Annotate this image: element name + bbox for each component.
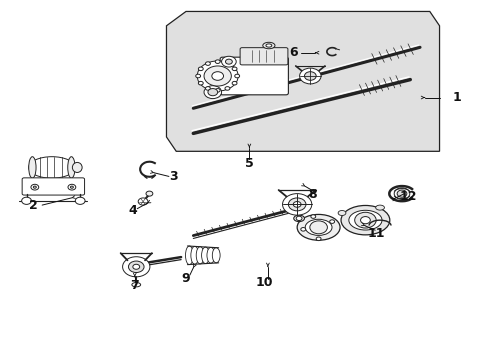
- Circle shape: [360, 217, 369, 224]
- Ellipse shape: [201, 247, 209, 264]
- Circle shape: [234, 74, 239, 78]
- Ellipse shape: [337, 211, 345, 216]
- Ellipse shape: [348, 210, 381, 230]
- Circle shape: [31, 184, 39, 190]
- Circle shape: [33, 186, 36, 188]
- Ellipse shape: [305, 219, 331, 235]
- Text: 7: 7: [130, 279, 139, 292]
- Circle shape: [329, 220, 334, 224]
- Text: 12: 12: [398, 190, 416, 203]
- Circle shape: [232, 67, 237, 71]
- Circle shape: [203, 86, 221, 99]
- Ellipse shape: [293, 215, 304, 222]
- Circle shape: [225, 59, 232, 64]
- Circle shape: [224, 87, 229, 90]
- Circle shape: [300, 228, 305, 231]
- Circle shape: [393, 188, 409, 199]
- Text: 9: 9: [182, 272, 190, 285]
- Circle shape: [198, 67, 203, 71]
- Text: 3: 3: [169, 170, 178, 183]
- Circle shape: [207, 89, 217, 96]
- Circle shape: [296, 216, 302, 221]
- Text: 4: 4: [128, 204, 137, 217]
- Circle shape: [122, 257, 150, 277]
- Ellipse shape: [212, 248, 220, 263]
- Circle shape: [224, 62, 229, 66]
- Circle shape: [354, 212, 375, 228]
- Text: 10: 10: [255, 276, 272, 289]
- Ellipse shape: [297, 215, 339, 240]
- Text: 1: 1: [451, 91, 460, 104]
- Circle shape: [75, 197, 85, 204]
- Circle shape: [68, 184, 76, 190]
- Ellipse shape: [68, 157, 75, 178]
- Polygon shape: [166, 12, 439, 151]
- Circle shape: [146, 191, 153, 196]
- Ellipse shape: [132, 283, 141, 287]
- Circle shape: [299, 68, 321, 84]
- Ellipse shape: [375, 205, 384, 210]
- Ellipse shape: [262, 42, 274, 49]
- FancyBboxPatch shape: [22, 178, 84, 195]
- Circle shape: [232, 81, 237, 85]
- Circle shape: [205, 62, 210, 66]
- Circle shape: [288, 198, 305, 211]
- Circle shape: [211, 72, 223, 80]
- Circle shape: [128, 261, 144, 273]
- Ellipse shape: [72, 162, 82, 172]
- Ellipse shape: [340, 206, 389, 235]
- Ellipse shape: [29, 157, 75, 178]
- Ellipse shape: [29, 157, 36, 178]
- Text: 11: 11: [366, 227, 384, 240]
- Ellipse shape: [206, 247, 214, 263]
- Circle shape: [221, 56, 236, 67]
- Circle shape: [215, 89, 220, 92]
- Circle shape: [198, 81, 203, 85]
- Circle shape: [21, 197, 31, 204]
- Circle shape: [293, 202, 301, 207]
- Ellipse shape: [185, 246, 193, 265]
- Ellipse shape: [190, 246, 198, 264]
- Circle shape: [309, 221, 327, 234]
- Circle shape: [304, 72, 316, 80]
- Circle shape: [195, 74, 200, 78]
- Ellipse shape: [196, 247, 203, 264]
- Circle shape: [215, 60, 220, 63]
- Ellipse shape: [265, 44, 271, 47]
- Text: 2: 2: [29, 199, 38, 212]
- Text: 6: 6: [288, 46, 297, 59]
- Circle shape: [396, 190, 406, 197]
- Circle shape: [282, 194, 311, 215]
- Circle shape: [310, 215, 315, 219]
- FancyBboxPatch shape: [240, 48, 287, 65]
- Text: 5: 5: [244, 157, 253, 170]
- Circle shape: [203, 66, 231, 86]
- Circle shape: [316, 237, 321, 240]
- Circle shape: [70, 186, 73, 188]
- Text: 8: 8: [308, 188, 316, 201]
- Circle shape: [138, 198, 148, 205]
- Circle shape: [133, 264, 140, 269]
- Circle shape: [197, 61, 238, 91]
- FancyBboxPatch shape: [220, 57, 288, 95]
- Circle shape: [205, 87, 210, 90]
